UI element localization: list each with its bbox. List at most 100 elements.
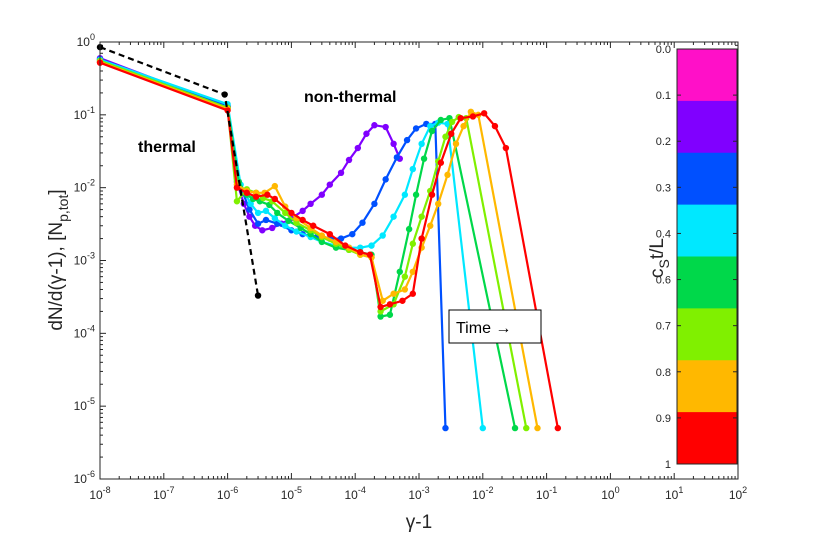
data-point bbox=[318, 238, 326, 246]
data-point bbox=[412, 191, 420, 198]
data-point bbox=[409, 268, 417, 275]
data-point bbox=[442, 133, 449, 140]
data-point bbox=[502, 144, 510, 152]
data-point bbox=[523, 424, 530, 432]
data-point bbox=[337, 169, 345, 176]
data-point bbox=[318, 191, 326, 198]
data-point bbox=[282, 209, 289, 217]
data-point bbox=[390, 140, 397, 148]
data-point bbox=[318, 232, 326, 239]
y-tick-label: 10-6 bbox=[74, 469, 95, 486]
x-tick-labels: 10-8 10-7 10-6 10-5 10-4 10-3 10-2 10-1 100 101 10… bbox=[89, 485, 747, 502]
data-point bbox=[405, 225, 413, 233]
data-point bbox=[386, 311, 394, 318]
data-point bbox=[307, 200, 314, 208]
data-point bbox=[442, 424, 449, 432]
colorbar-label: cSt/L bbox=[647, 238, 672, 278]
colorbar-tick-label: 1 bbox=[665, 459, 671, 471]
data-point bbox=[479, 424, 486, 432]
colorbar-tick-label: 0.9 bbox=[656, 413, 671, 425]
data-point bbox=[403, 136, 411, 144]
axes-box bbox=[99, 41, 739, 480]
data-point bbox=[243, 189, 251, 197]
data-point bbox=[293, 219, 300, 226]
data-point bbox=[259, 227, 266, 234]
data-point bbox=[268, 224, 276, 232]
x-tick-label: 102 bbox=[729, 485, 747, 502]
data-point bbox=[264, 191, 271, 198]
data-point bbox=[271, 182, 279, 190]
plot-area bbox=[96, 43, 562, 432]
data-point bbox=[390, 290, 397, 297]
colorbar-tick-label: 0.4 bbox=[656, 228, 671, 240]
colorbar-segment bbox=[677, 360, 737, 413]
data-point bbox=[254, 292, 262, 299]
data-point bbox=[437, 159, 445, 166]
data-point bbox=[221, 91, 228, 98]
colorbar-segment bbox=[677, 256, 737, 309]
data-point bbox=[412, 125, 420, 132]
y-axis-label: dN/d(γ-1), [Np,tot] bbox=[46, 189, 71, 330]
colorbar-segment bbox=[677, 49, 737, 102]
colorbar-tick-label: 0.2 bbox=[656, 136, 671, 148]
data-point bbox=[386, 301, 394, 308]
colorbar-tick-label: 0.8 bbox=[656, 367, 671, 379]
y-tick-label: 10-4 bbox=[74, 323, 95, 340]
series-line bbox=[99, 61, 539, 429]
data-point bbox=[271, 195, 279, 203]
data-point bbox=[382, 176, 389, 183]
data-point bbox=[357, 249, 364, 256]
data-point bbox=[357, 244, 364, 251]
data-point bbox=[418, 140, 425, 148]
data-point bbox=[448, 118, 456, 126]
data-point bbox=[427, 122, 434, 130]
data-point bbox=[299, 207, 306, 215]
data-point bbox=[469, 113, 477, 120]
y-tick-label: 10-1 bbox=[74, 105, 95, 122]
data-point bbox=[409, 240, 417, 247]
y-tick-label: 100 bbox=[77, 32, 95, 49]
x-tick-label: 10-8 bbox=[89, 485, 110, 502]
colorbar-tick-label: 0.6 bbox=[656, 275, 671, 287]
y-tick-labels: 10-6 10-5 10-4 10-3 10-2 10-1 100 bbox=[74, 32, 95, 486]
data-point bbox=[288, 209, 295, 217]
y-axis-label-subscript: p,tot bbox=[55, 195, 71, 222]
data-point bbox=[349, 230, 356, 238]
colorbar: 0.0 0.1 0.2 0.3 0.4 0.6 0.7 0.8 0.9 1 bbox=[656, 44, 738, 471]
data-point bbox=[262, 207, 270, 215]
data-point bbox=[254, 220, 262, 227]
data-point bbox=[428, 191, 436, 198]
data-point bbox=[491, 122, 499, 130]
data-point bbox=[435, 200, 442, 208]
colorbar-label-end: t/L bbox=[647, 238, 668, 259]
colorbar-segment bbox=[677, 308, 737, 361]
data-point bbox=[379, 297, 386, 304]
annotation-thermal: thermal bbox=[138, 139, 196, 156]
x-tick-label: 10-7 bbox=[153, 485, 174, 502]
x-tick-label: 10-3 bbox=[408, 485, 429, 502]
colorbar-tick-label: 0.3 bbox=[656, 182, 671, 194]
data-point bbox=[246, 213, 253, 220]
x-axis-label: γ-1 bbox=[406, 512, 432, 533]
y-axis-label-main: dN/d(γ-1), [N bbox=[46, 222, 67, 331]
x-tick-label: 100 bbox=[601, 485, 619, 502]
data-point bbox=[299, 216, 306, 224]
data-point bbox=[274, 209, 281, 217]
data-point bbox=[554, 424, 562, 432]
data-point bbox=[345, 156, 353, 164]
data-point bbox=[444, 171, 451, 179]
y-tick-label: 10-2 bbox=[74, 178, 95, 195]
data-point bbox=[418, 235, 425, 242]
data-point bbox=[377, 313, 384, 320]
data-point bbox=[252, 193, 260, 200]
colorbar-segment bbox=[677, 412, 737, 465]
data-point bbox=[393, 154, 401, 161]
data-point bbox=[401, 191, 409, 198]
data-point bbox=[371, 122, 378, 129]
data-point bbox=[262, 216, 270, 224]
time-arrow-label: Time → bbox=[456, 320, 511, 337]
colorbar-tick-label: 0.1 bbox=[656, 90, 671, 102]
data-point bbox=[457, 114, 464, 122]
data-point bbox=[401, 273, 409, 280]
